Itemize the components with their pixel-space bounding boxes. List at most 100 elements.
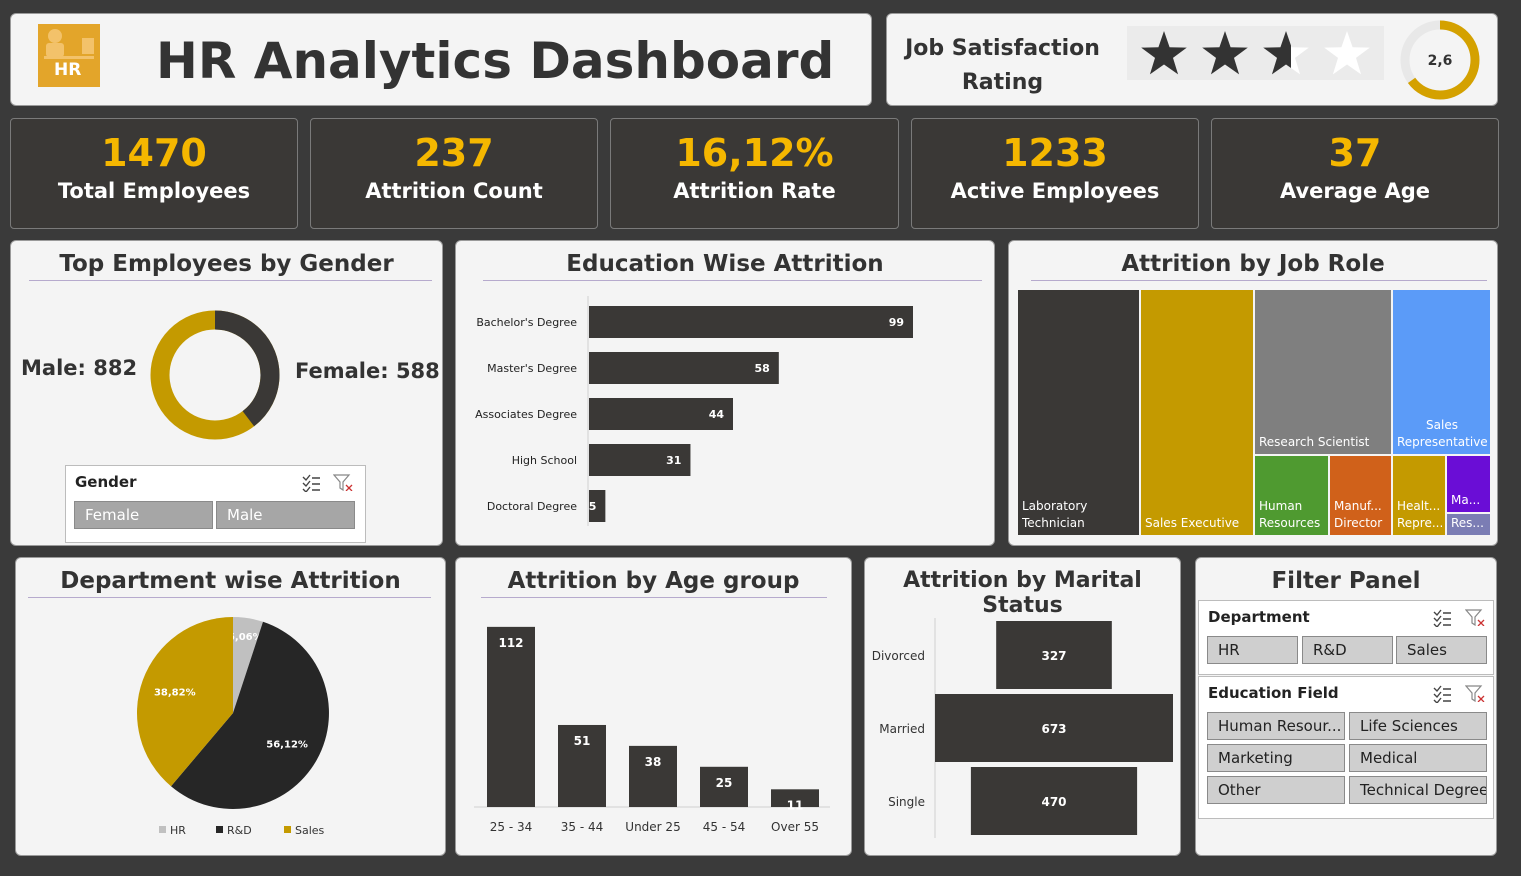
category-label: 25 - 34 [490, 820, 533, 834]
department-option-hr[interactable]: HR [1207, 636, 1298, 664]
multi-select-icon[interactable] [1432, 609, 1452, 627]
education-bar-chart: Bachelor's Degree 99 Master's Degree 58 Asso… [475, 296, 913, 526]
education-field-option[interactable]: Marketing [1207, 744, 1345, 772]
education-field-option[interactable]: Other [1207, 776, 1345, 804]
pie-slice[interactable] [171, 621, 329, 809]
kpi-value: 1470 [101, 131, 207, 175]
star-empty-icon [1324, 31, 1370, 75]
slice-label: 56,12% [266, 739, 308, 750]
slicer-title: Education Field [1208, 684, 1339, 702]
bar[interactable] [970, 767, 1138, 835]
data-label: 99 [889, 316, 904, 329]
treemap-tile[interactable]: Sales Representative [1393, 290, 1490, 454]
satisfaction-panel: Job Satisfaction Rating 2,6 [886, 13, 1498, 106]
slice-label: 5,06% [228, 632, 263, 643]
treemap-tile[interactable]: Ma... [1447, 456, 1490, 512]
bar[interactable] [629, 745, 677, 807]
bar[interactable] [487, 626, 535, 807]
bar[interactable] [996, 621, 1112, 689]
education-field-slicer: Education Field Human Resour... Life Sci… [1198, 676, 1494, 819]
data-label: 25 [716, 776, 733, 790]
department-option-rd[interactable]: R&D [1302, 636, 1393, 664]
gender-panel: Top Employees by Gender Male: 882 Female… [10, 240, 443, 546]
satisfaction-value: 2,6 [1428, 53, 1453, 69]
data-label: 470 [1041, 795, 1066, 809]
star-filled-icon [1141, 31, 1187, 75]
treemap-label: Healt... Repre... [1397, 499, 1442, 530]
data-label: 31 [666, 454, 681, 467]
treemap-label: Manuf... Director [1334, 499, 1383, 530]
page-title: HR Analytics Dashboard [156, 32, 835, 90]
kpi-value: 37 [1328, 131, 1382, 175]
treemap-tile[interactable]: Human Resources [1255, 456, 1328, 535]
marital-funnel-chart: Divorced 327 Married 673 Single 470 [872, 618, 1173, 838]
pie-slice[interactable] [233, 617, 263, 713]
bar[interactable] [589, 490, 606, 522]
department-option-sales[interactable]: Sales [1396, 636, 1487, 664]
clear-filter-icon[interactable] [1465, 684, 1485, 702]
bar[interactable] [771, 789, 819, 807]
user-icon [44, 29, 94, 59]
legend-swatch [159, 826, 166, 833]
treemap-tile[interactable]: Laboratory Technician [1018, 290, 1139, 535]
kpi-attrition-rate: 16,12% Attrition Rate [610, 118, 899, 229]
star-filled-icon [1263, 31, 1291, 75]
age-panel: Attrition by Age group 112 25 - 34 51 35 - … [455, 557, 852, 856]
data-label: 58 [755, 362, 770, 375]
kpi-label: Attrition Rate [673, 179, 836, 203]
bar[interactable] [589, 352, 779, 384]
data-label: 11 [787, 798, 804, 812]
treemap-label: Research Scientist [1259, 435, 1370, 449]
slicer-title: Department [1208, 608, 1310, 626]
category-label: 35 - 44 [561, 820, 604, 834]
bar[interactable] [589, 444, 691, 476]
bar[interactable] [700, 766, 748, 807]
treemap-tile[interactable]: Research Scientist [1255, 290, 1391, 454]
data-label: 44 [709, 408, 725, 421]
gender-option-female[interactable]: Female [74, 501, 213, 529]
treemap-tile[interactable]: Res... [1447, 514, 1490, 535]
bar[interactable] [935, 694, 1173, 762]
kpi-average-age: 37 Average Age [1211, 118, 1499, 229]
kpi-active-employees: 1233 Active Employees [911, 118, 1199, 229]
gender-slicer: Gender Female Male [65, 465, 366, 543]
satisfaction-label-line1: Job Satisfaction [905, 36, 1100, 61]
panel-title: Attrition by Marital Status [903, 568, 1142, 618]
kpi-label: Attrition Count [365, 179, 543, 203]
data-label: 38 [645, 755, 662, 769]
clear-filter-icon[interactable] [1465, 608, 1485, 626]
education-field-option[interactable]: Life Sciences [1349, 712, 1487, 740]
panel-title: Education Wise Attrition [566, 251, 884, 277]
category-label: Single [888, 795, 925, 809]
treemap-tile[interactable]: Healt... Repre... [1393, 456, 1445, 535]
title-divider [28, 597, 431, 598]
kpi-total-employees: 1470 Total Employees [10, 118, 298, 229]
satisfaction-label: Job Satisfaction Rating [895, 32, 1110, 100]
education-field-option[interactable]: Medical [1349, 744, 1487, 772]
department-pie-chart: 5,06% 56,12% 38,82% HR R&D Sales [136, 617, 329, 837]
treemap-tile[interactable]: Manuf... Director [1330, 456, 1391, 535]
bar[interactable] [558, 724, 606, 807]
pie-slice[interactable] [136, 617, 233, 787]
treemap-tile[interactable]: Sales Executive [1141, 290, 1253, 535]
bar[interactable] [589, 398, 733, 430]
education-field-option[interactable]: Technical Degree [1349, 776, 1487, 804]
title-divider [29, 280, 432, 281]
data-label: 112 [498, 636, 523, 650]
kpi-label: Active Employees [950, 179, 1160, 203]
bar[interactable] [589, 306, 913, 338]
header-panel: HR HR Analytics Dashboard [10, 13, 872, 106]
multi-select-icon[interactable] [301, 474, 321, 492]
treemap-label: Res... [1451, 516, 1484, 530]
legend-label: R&D [227, 824, 252, 837]
department-slicer: Department HR R&D Sales [1198, 600, 1494, 675]
kpi-value: 16,12% [675, 131, 834, 175]
multi-select-icon[interactable] [1432, 685, 1452, 703]
clear-filter-icon[interactable] [333, 473, 353, 491]
education-field-option[interactable]: Human Resour... [1207, 712, 1345, 740]
category-label: Master's Degree [487, 362, 577, 375]
panel-title: Attrition by Job Role [1121, 251, 1385, 277]
title-divider [481, 597, 827, 598]
gender-option-male[interactable]: Male [216, 501, 355, 529]
legend-swatch [216, 826, 223, 833]
